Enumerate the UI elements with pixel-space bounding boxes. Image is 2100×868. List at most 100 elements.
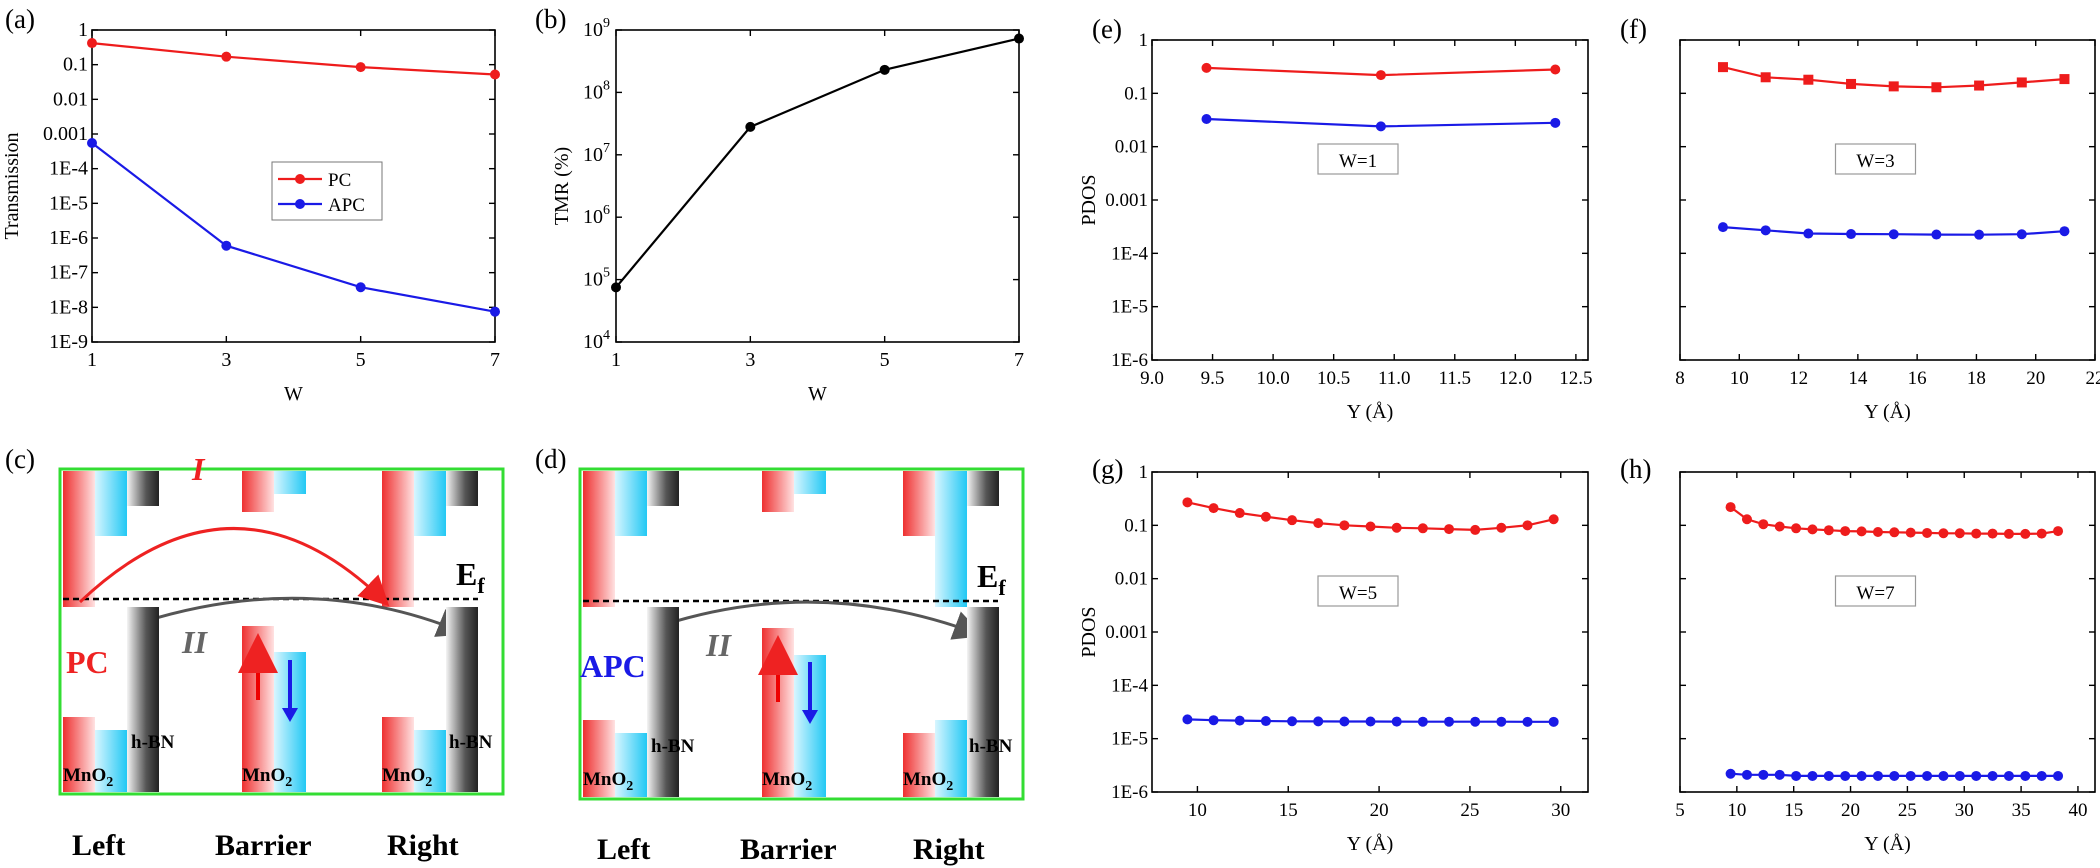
data-point — [1974, 80, 1985, 91]
data-point — [87, 138, 97, 149]
x-tick-label: 7 — [1014, 349, 1024, 371]
bottom-label-barrier: Barrier — [215, 829, 312, 862]
x-tick-label: 35 — [2012, 800, 2031, 821]
data-point — [1417, 523, 1428, 534]
y-tick-label: 1 — [1139, 462, 1149, 483]
y-axis-label: PDOS — [1078, 174, 1100, 225]
data-point — [1931, 82, 1942, 93]
left-bottom-cyan — [95, 730, 127, 792]
data-point — [1840, 526, 1851, 537]
x-tick-label: 30 — [1551, 800, 1570, 821]
panel-label-c: (c) — [5, 444, 35, 474]
data-point — [1971, 770, 1982, 781]
chart-pdos-w7: 5 10 15 20 25 30 35 40 Y (Å) W=7 — [1675, 471, 2096, 855]
x-tick-label: 20 — [1841, 800, 1860, 821]
hbn-label-left: h-BN — [651, 736, 695, 757]
annotation-label: W=3 — [1856, 151, 1894, 172]
data-point — [1888, 229, 1899, 240]
hbn-label-right: h-BN — [969, 736, 1013, 757]
annotation-label: W=1 — [1339, 151, 1377, 172]
data-point — [1760, 72, 1771, 83]
data-point — [1339, 716, 1350, 727]
y-axis-label: Transmission — [1, 132, 23, 239]
x-tick-label: 12.5 — [1559, 368, 1592, 389]
data-point — [1496, 522, 1507, 533]
panel-label-g: (g) — [1092, 454, 1123, 484]
data-point — [1840, 770, 1851, 781]
data-point — [1208, 503, 1219, 514]
x-axis-label: Y (Å) — [1347, 833, 1393, 855]
data-point — [1287, 515, 1298, 526]
left-up-cyan — [95, 471, 127, 536]
data-point — [221, 51, 232, 62]
data-point — [1548, 716, 1559, 727]
data-point — [1803, 74, 1814, 85]
data-point — [1741, 514, 1752, 525]
data-point — [2059, 74, 2070, 85]
annotation-label: W=7 — [1856, 583, 1894, 604]
data-point — [1938, 770, 1949, 781]
data-point — [1774, 769, 1785, 780]
right-up-grey — [446, 471, 478, 506]
series-line — [615, 37, 1020, 289]
spin-down-head — [802, 710, 818, 724]
x-axis-label: W — [284, 383, 303, 405]
right-bottom-red — [903, 733, 935, 797]
data-point — [490, 306, 500, 317]
x-tick-label: 25 — [1460, 800, 1479, 821]
chart-transmission: 1 3 5 7 1 0.1 0.01 0.001 1E-4 1E-5 1E-6 1E-7 1E-8 1E-… — [1, 19, 500, 405]
panel-label-f: (f) — [1620, 14, 1647, 44]
data-point — [2053, 770, 2064, 781]
y-tick-label: 1E-4 — [1111, 675, 1148, 696]
chart-tmr: 1 3 5 7 104 105 106 107 108 109 W TMR (%) — [551, 16, 1024, 405]
y-axis-label: TMR (%) — [551, 147, 573, 225]
data-point — [1846, 78, 1857, 89]
data-point — [1823, 770, 1834, 781]
data-point — [1522, 716, 1533, 727]
data-point — [1182, 714, 1193, 725]
frame-pc — [58, 467, 505, 796]
data-point — [2016, 77, 2027, 88]
data-point — [1872, 770, 1883, 781]
x-tick-label: 3 — [745, 349, 755, 371]
path-II-arrow — [662, 600, 984, 640]
data-point — [1922, 527, 1933, 538]
y-tick-label: 1 — [1139, 30, 1149, 51]
bottom-label-left: Left — [597, 833, 650, 866]
y-tick-label: 0.01 — [1115, 137, 1148, 158]
x-tick-label: 5 — [1675, 800, 1685, 821]
x-tick-label: 12.0 — [1499, 368, 1532, 389]
data-point — [2003, 528, 2014, 539]
data-point — [2036, 770, 2047, 781]
y-tick-label: 0.1 — [1124, 515, 1148, 536]
fermi-label-apc: Ef — [977, 558, 1006, 600]
panel-label-b: (b) — [535, 4, 566, 34]
data-point — [1260, 511, 1271, 522]
state-label-pc: PC — [66, 644, 109, 680]
data-point — [1931, 229, 1942, 240]
data-point — [1391, 716, 1402, 727]
data-point — [1260, 716, 1271, 727]
legend-box — [271, 161, 383, 221]
path-II-arrow — [142, 596, 468, 637]
data-point — [1760, 225, 1771, 236]
data-point — [1987, 528, 1998, 539]
right-up-red — [903, 471, 935, 536]
x-tick-label: 1 — [87, 349, 97, 371]
x-tick-label: 10 — [1727, 800, 1746, 821]
data-point — [87, 38, 97, 49]
data-point — [1496, 716, 1507, 727]
y-tick-label: 1E-7 — [49, 262, 88, 284]
state-label-apc: APC — [580, 648, 646, 684]
left-up-cyan — [615, 471, 647, 536]
data-point — [1774, 521, 1785, 532]
y-axis-label: PDOS — [1078, 606, 1100, 657]
data-point — [1548, 514, 1559, 525]
y-tick-label: 0.1 — [63, 54, 88, 76]
mno2-label-left: MnO2 — [583, 769, 633, 794]
legend-label: PC — [328, 170, 351, 191]
data-point — [1375, 70, 1386, 81]
x-tick-label: 10.5 — [1317, 368, 1350, 389]
data-point — [1234, 508, 1245, 519]
panel-label-h: (h) — [1620, 454, 1651, 484]
